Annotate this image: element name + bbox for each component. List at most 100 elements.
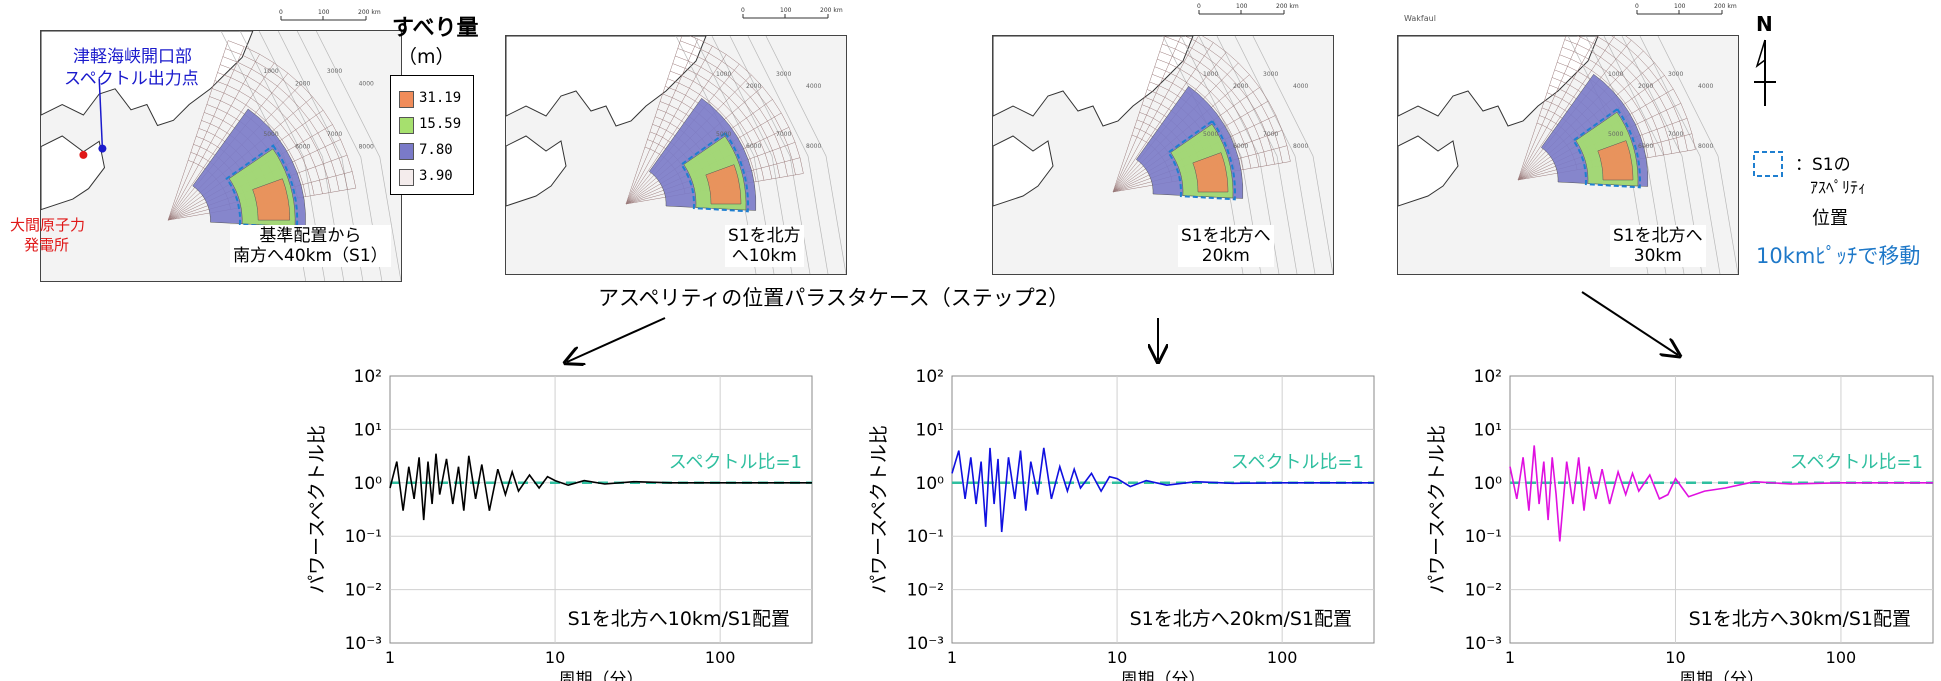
fault-grid-arc [1611, 36, 1688, 151]
fault-grid-line [1517, 36, 1567, 181]
contour-label: 5000 [716, 131, 731, 138]
contour-label: 4000 [1698, 83, 1713, 90]
contour-label: 3000 [327, 68, 342, 75]
map-corner-label: Wakfaul [1404, 14, 1436, 23]
fault-grid-line [1112, 36, 1182, 193]
fault-grid-arc [675, 55, 781, 178]
map-north-10km-caption: S1を北方 へ10km [725, 225, 804, 267]
slip-zone-high [705, 164, 742, 205]
scale-bar: 0 100 200 km [741, 7, 843, 19]
contour-label: 4000 [359, 81, 374, 88]
map-north-30km-caption-line2: 30km [1633, 246, 1682, 266]
fault-grid-arc [1184, 36, 1283, 163]
fault-grid-line [625, 38, 699, 205]
contour-label: 5000 [1608, 131, 1623, 138]
legend-swatch-min [399, 169, 414, 186]
map-s1-caption: 基準配置から 南方へ40km（S1） [230, 225, 391, 267]
coastline-north [41, 31, 254, 127]
fault-grid-line [1517, 36, 1582, 181]
map-north-20km-caption-line1: S1を北方へ [1181, 226, 1271, 246]
north-label: N [1756, 12, 1773, 36]
y-tick-label: 10⁰ [354, 474, 383, 494]
depth-contour [1639, 36, 1721, 274]
map-north-10km-caption-line1: S1を北方 [728, 226, 801, 246]
ratio-annotation: スペクトル比=1 [669, 452, 802, 473]
plant-label-line1: 大間原子力 [10, 216, 86, 234]
contour-label: 7000 [1263, 131, 1278, 138]
coastline-north [993, 36, 1194, 127]
contour-label: 1000 [263, 68, 278, 75]
chart-caption: S1を北方へ20km/S1配置 [1130, 608, 1352, 630]
fault-grid-line [625, 45, 713, 205]
map-north-30km-caption-line1: S1を北方へ [1613, 226, 1703, 246]
coastline-south [1398, 135, 1459, 207]
side-legend-item-2: ｱｽﾍﾟﾘﾃｨ [1810, 178, 1867, 197]
fault-grid-line [1517, 36, 1598, 181]
fault-grid-arc [1625, 36, 1696, 150]
slip-zone-high [1192, 152, 1229, 193]
legend-title: すべり量 [392, 16, 479, 41]
legend-level: 3.90 [419, 168, 453, 184]
scale-tick-100: 100 [1236, 3, 1248, 10]
asperity-outline [1166, 119, 1237, 201]
scale-bar: 0 100 200 km [279, 9, 381, 21]
fault-grid-line [167, 62, 275, 221]
fault-grid-arc [1562, 46, 1657, 157]
asperity-outline [1571, 107, 1642, 189]
legend-level: 7.80 [419, 142, 453, 158]
fault-grid-line [167, 54, 260, 221]
map-north-10km-drawing: 1000 2000 3000 4000 5000 6000 7000 8000 [506, 36, 846, 274]
contour-label: 5000 [263, 131, 278, 138]
map-north-30km-caption: S1を北方へ 30km [1610, 225, 1706, 267]
scale-tick-0: 0 [279, 9, 283, 16]
legend-unit: （m） [398, 46, 455, 68]
scale-tick-0: 0 [741, 7, 745, 14]
map-s1-drawing: 1000 2000 3000 4000 5000 6000 7000 8000 [41, 31, 401, 281]
map-panel-north-20km: 1000 2000 3000 4000 5000 6000 7000 8000 [992, 35, 1334, 275]
map-north-20km-caption-line2: 20km [1201, 246, 1250, 266]
fault-grid-arc [1164, 36, 1275, 165]
fault-grid-line [1112, 36, 1199, 193]
scale-tick-0: 0 [1197, 3, 1201, 10]
asperity-outline [225, 144, 299, 229]
series-line [389, 453, 812, 521]
depth-contour [1621, 36, 1703, 274]
contour-label: 4000 [806, 83, 821, 90]
y-tick-label: 10⁻² [1465, 581, 1502, 601]
fault-grid-arc [672, 63, 773, 180]
fault-grid-arc [1595, 36, 1680, 153]
arrow-to-chart-3 [1581, 291, 1678, 355]
north-arrow-icon [1754, 39, 1776, 106]
x-tick-label: 1 [947, 648, 957, 667]
y-tick-label: 10² [354, 367, 382, 387]
series-line [951, 447, 1374, 533]
contour-label: 6000 [1233, 143, 1248, 150]
ratio-annotation: スペクトル比=1 [1231, 452, 1364, 473]
asperity-outline-swatch [1753, 151, 1783, 177]
legend-level: 15.59 [419, 116, 462, 132]
contour-label: 5000 [1203, 131, 1218, 138]
contour-label: 2000 [1233, 83, 1248, 90]
pitch-note: 10kmﾋﾟｯﾁで移動 [1756, 244, 1921, 268]
depth-contour [315, 31, 401, 281]
fault-grid-arc [214, 80, 315, 196]
asperity-outline [679, 131, 750, 213]
fault-grid-arc [1154, 66, 1244, 170]
spectrum-chart-north-30km: 10² 10¹ 10⁰ 10⁻¹ 10⁻² 10⁻³ 1 10 100 パワースペクトル比 周期（分… [1420, 360, 1941, 681]
contour-label: 8000 [1698, 143, 1713, 150]
contour-label: 7000 [327, 131, 342, 138]
depth-contour [1657, 36, 1738, 274]
plot-area [951, 375, 1375, 644]
ratio-annotation: スペクトル比=1 [1790, 452, 1923, 473]
fault-grid-arc [1559, 54, 1649, 158]
y-tick-label: 10² [1474, 367, 1502, 387]
plant-point-marker [79, 150, 88, 159]
y-tick-label: 10¹ [916, 420, 944, 440]
arrow-to-chart-1 [567, 317, 666, 362]
spectrum-chart-north-10km: 10² 10¹ 10⁰ 10⁻¹ 10⁻² 10⁻³ 1 10 100 パワースペクトル比 周期（分… [300, 360, 820, 681]
map-north-20km-drawing: 1000 2000 3000 4000 5000 6000 7000 8000 [993, 36, 1333, 274]
fault-grid-arc [222, 56, 340, 191]
outlet-label-line2: スペクトル出力点 [64, 69, 199, 89]
x-tick-label: 100 [1826, 648, 1857, 667]
contour-label: 8000 [806, 143, 821, 150]
